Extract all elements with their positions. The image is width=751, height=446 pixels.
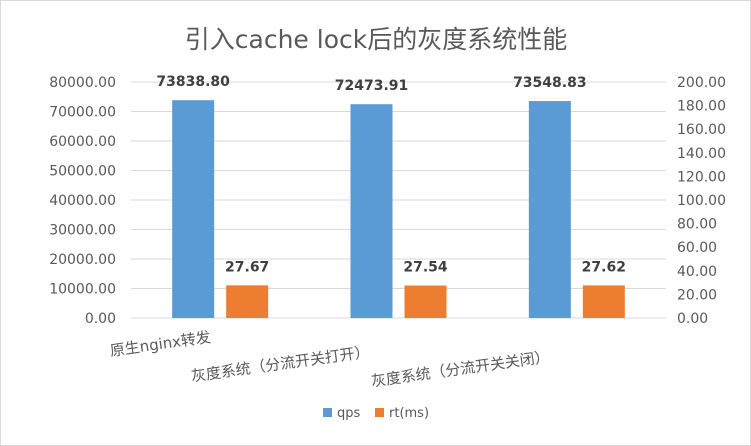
data-label: 27.54	[403, 260, 448, 276]
right-tick-label: 80.00	[677, 217, 717, 233]
data-label: 27.67	[225, 259, 269, 275]
left-tick-label: 30000.00	[49, 223, 116, 239]
right-tick-label: 100.00	[677, 193, 726, 209]
right-tick-label: 20.00	[677, 287, 717, 303]
bars	[172, 100, 625, 319]
left-tick-label: 20000.00	[49, 252, 116, 268]
bar-rtms	[226, 285, 269, 318]
bar-rtms	[404, 285, 447, 318]
legend-label: rt(ms)	[389, 406, 429, 421]
right-tick-label: 160.00	[677, 122, 726, 138]
right-tick-label: 180.00	[677, 99, 726, 115]
right-tick-label: 40.00	[677, 264, 717, 280]
category-label: 原生nginx转发	[109, 328, 212, 360]
left-axis-ticks: 0.00 10000.00 20000.00 30000.00 40000.00 5000…	[49, 75, 116, 327]
left-tick-label: 50000.00	[49, 164, 116, 180]
legend: qps rt(ms)	[323, 406, 429, 421]
data-label: 72473.91	[335, 78, 409, 94]
legend-label: qps	[337, 406, 361, 421]
right-tick-label: 60.00	[677, 240, 717, 256]
bar-qps	[172, 100, 215, 318]
right-axis-ticks: 0.00 20.00 40.00 60.00 80.00 100.00 120.00 140.…	[677, 75, 726, 327]
legend-swatch	[323, 408, 332, 417]
chart-title: 引入cache lock后的灰度系统性能	[185, 25, 567, 54]
data-label: 73548.83	[513, 75, 587, 91]
left-tick-label: 80000.00	[49, 75, 116, 91]
left-tick-label: 40000.00	[49, 193, 116, 209]
right-tick-label: 140.00	[677, 146, 726, 162]
left-tick-label: 10000.00	[49, 282, 116, 298]
grid-lines	[131, 81, 666, 319]
category-label: 灰度系统（分流开关打开）	[190, 343, 371, 386]
category-label: 灰度系统（分流开关关闭）	[370, 348, 551, 391]
data-labels: 73838.80 27.67 72473.91 27.54 73548.83 27.62	[156, 74, 626, 275]
right-tick-label: 200.00	[677, 75, 726, 91]
right-tick-label: 120.00	[677, 169, 726, 185]
data-label: 73838.80	[156, 74, 230, 90]
right-tick-label: 0.00	[677, 311, 708, 327]
left-tick-label: 70000.00	[49, 105, 116, 121]
bar-qps	[350, 104, 393, 318]
bar-rtms	[582, 285, 625, 318]
legend-swatch	[375, 408, 384, 417]
left-tick-label: 60000.00	[49, 134, 116, 150]
data-label: 27.62	[582, 259, 626, 275]
left-tick-label: 0.00	[85, 311, 116, 327]
bar-qps	[528, 101, 571, 319]
